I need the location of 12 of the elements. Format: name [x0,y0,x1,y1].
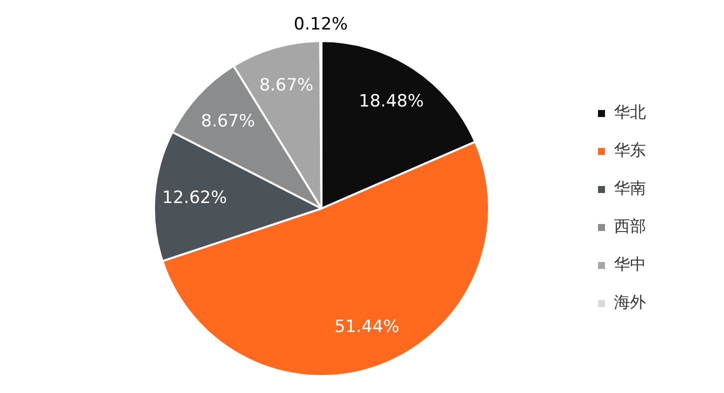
data-label: 51.44% [334,316,400,337]
legend-label: 西部 [614,216,646,236]
data-label: 8.67% [201,112,256,132]
data-label: 8.67% [259,76,314,96]
legend-label: 海外 [614,292,646,312]
legend-label: 华中 [614,254,646,274]
legend-label: 华北 [614,102,646,122]
data-label: 12.62% [162,188,227,208]
data-label: 18.48% [358,91,424,112]
legend-label: 华东 [614,140,646,160]
legend-label: 华南 [614,178,646,198]
data-label: 0.12% [294,14,348,34]
